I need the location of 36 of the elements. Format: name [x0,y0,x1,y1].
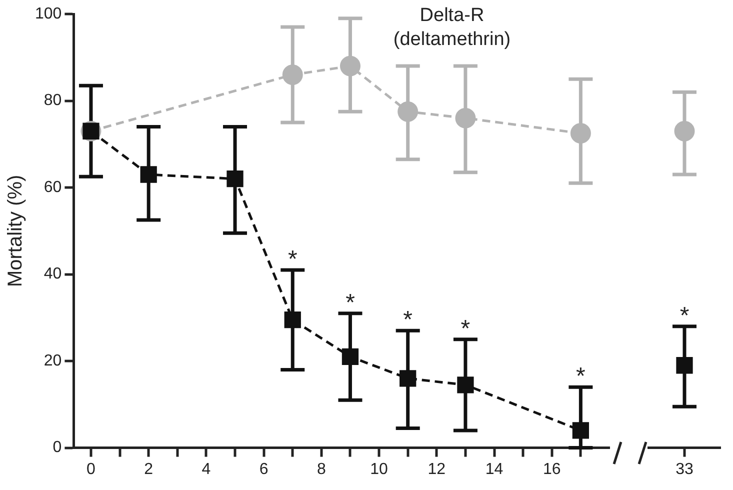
point [400,370,416,387]
annotation: * [680,302,690,330]
y-tick-label: 0 [52,439,62,456]
point [455,108,476,128]
x-tick-label: 2 [144,460,154,478]
y-tick-label: 80 [44,92,62,110]
point [226,170,244,188]
x-tick-label: 4 [202,460,211,478]
x-tick-label: 14 [485,460,504,478]
x-tick-label: 0 [86,460,96,478]
y-tick-label: 40 [44,266,62,283]
annotation: * [576,363,586,390]
y-tick-label: 20 [44,352,62,370]
x-tick-label: 12 [428,460,446,478]
y-axis-title: Mortality (%) [4,174,27,288]
point [398,101,418,122]
x-tick-label: 10 [370,460,388,478]
x-tick-label: 16 [542,460,561,478]
point [340,56,360,76]
annotation: * [288,246,298,273]
point [282,64,303,85]
point [140,166,157,183]
point [570,123,591,144]
x-tick-label: 8 [316,460,326,478]
annotation: * [460,315,470,342]
chart-title: Delta-R (deltamethrin) [392,4,512,52]
point [457,376,474,394]
annotation: * [403,306,413,334]
y-tick-label: 60 [44,178,62,196]
x-tick-label: 6 [259,460,268,478]
point [284,312,301,328]
y-tick-label: 100 [34,5,62,22]
annotation: * [346,289,355,316]
x-tick-label: 33 [676,460,694,478]
point [342,348,359,366]
point [572,422,590,439]
